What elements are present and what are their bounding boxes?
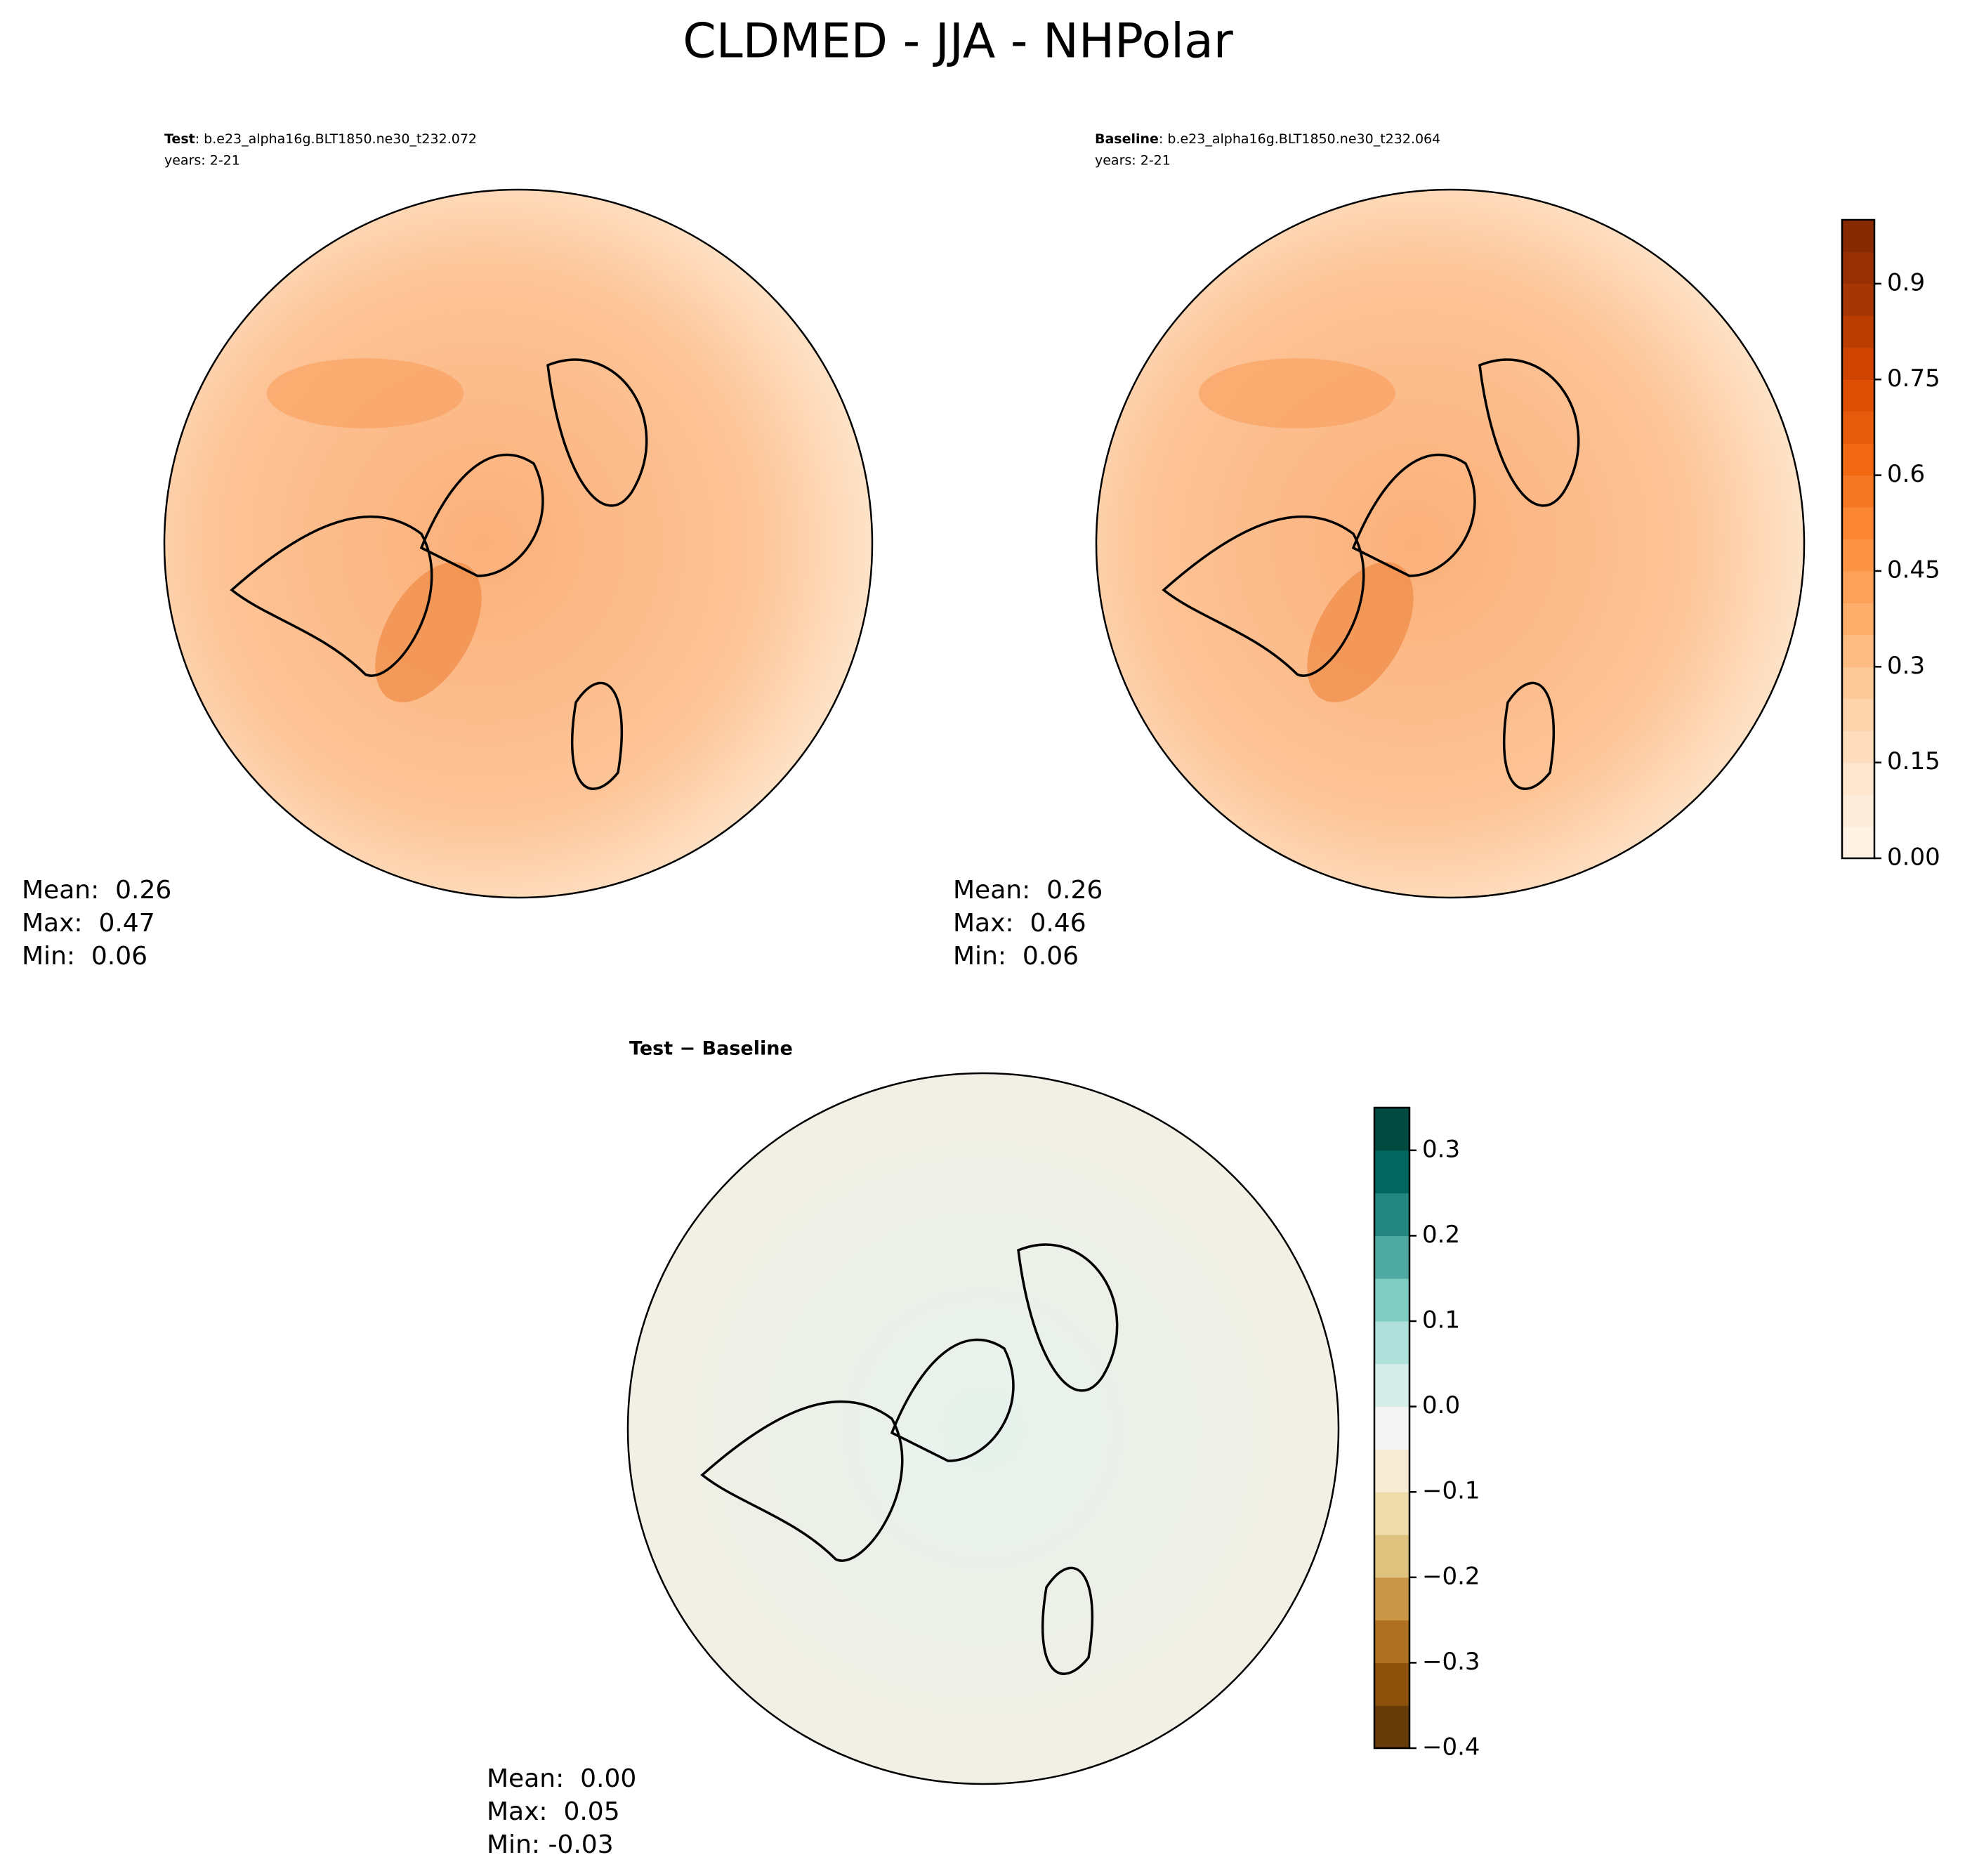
colorbar-band [1842, 443, 1874, 476]
colorbar-tick-label: 0.0 [1422, 1391, 1460, 1419]
colorbar-tick-label: 0.45 [1887, 556, 1940, 584]
stat-line: Mean: 0.26 [22, 876, 171, 905]
colorbar-band [1842, 570, 1874, 603]
colorbar-band [1842, 283, 1874, 316]
panel-years: years: 2-21 [1095, 153, 1171, 169]
stat-line: Max: 0.47 [22, 909, 155, 938]
colorbar-band [1374, 1193, 1409, 1236]
colorbar-tick-label: 0.6 [1887, 460, 1925, 488]
colorbar-tick-label: 0.00 [1887, 844, 1940, 872]
stat-line: Mean: 0.00 [487, 1764, 636, 1793]
colorbar-band [1374, 1620, 1409, 1663]
colorbar-band [1842, 411, 1874, 444]
colorbar-band [1842, 220, 1874, 252]
colorbar-band [1842, 475, 1874, 508]
panel-years: years: 2-21 [164, 153, 240, 169]
map [163, 188, 874, 899]
colorbar-tick-label: 0.9 [1887, 268, 1925, 296]
colorbar-band [1842, 315, 1874, 348]
colorbar-band [1842, 539, 1874, 572]
colorbar-tick-label: −0.4 [1422, 1733, 1480, 1762]
colorbar-band [1842, 603, 1874, 636]
stat-line: Max: 0.05 [487, 1797, 620, 1826]
stat-line: Min: -0.03 [487, 1830, 614, 1859]
colorbar-tick-label: 0.15 [1887, 747, 1940, 775]
colorbar-tick-label: 0.3 [1422, 1135, 1460, 1163]
colorbar-band [1842, 794, 1874, 827]
colorbar-band [1842, 347, 1874, 380]
colorbar-band [1842, 251, 1874, 284]
colorbar-band [1374, 1705, 1409, 1749]
panel-label: Test: b.e23_alpha16g.BLT1850.ne30_t232.0… [164, 131, 477, 147]
map [626, 1072, 1340, 1785]
colorbar-tick-label: 0.1 [1422, 1306, 1460, 1334]
colorbar-tick-label: −0.1 [1422, 1477, 1480, 1505]
panel-name: Test − Baseline [629, 1038, 793, 1060]
colorbar-band [1374, 1662, 1409, 1706]
panel-name: Test [164, 131, 195, 147]
colorbar-band [1842, 634, 1874, 667]
map [1095, 188, 1806, 899]
colorbar-tick-label: 0.2 [1422, 1221, 1460, 1249]
colorbar-band [1374, 1449, 1409, 1493]
colorbar-band [1842, 379, 1874, 412]
colorbar-frame [1841, 218, 1876, 860]
stat-line: Min: 0.06 [22, 942, 147, 971]
colorbar-band [1374, 1321, 1409, 1365]
colorbar-band [1374, 1363, 1409, 1408]
colorbar-band [1842, 507, 1874, 539]
panel-label: Baseline: b.e23_alpha16g.BLT1850.ne30_t2… [1095, 131, 1440, 147]
stat-line: Min: 0.06 [953, 942, 1079, 971]
colorbar-tick-label: −0.3 [1422, 1648, 1480, 1676]
colorbar-band [1842, 730, 1874, 763]
colorbar-band [1842, 762, 1874, 795]
stat-line: Mean: 0.26 [953, 876, 1103, 905]
panel-case: : b.e23_alpha16g.BLT1850.ne30_t232.064 [1159, 131, 1440, 147]
colorbar-band [1374, 1535, 1409, 1578]
figure-title: CLDMED - JJA - NHPolar [683, 14, 1232, 70]
colorbar-band [1374, 1278, 1409, 1322]
colorbar-band [1374, 1235, 1409, 1279]
colorbar-band [1374, 1108, 1409, 1151]
colorbar-band [1374, 1406, 1409, 1450]
stat-line: Max: 0.46 [953, 909, 1086, 938]
colorbar-band [1842, 667, 1874, 700]
colorbar-band [1842, 698, 1874, 731]
colorbar-tick-label: −0.2 [1422, 1562, 1480, 1590]
colorbar-band [1374, 1150, 1409, 1194]
colorbar-band [1842, 826, 1874, 859]
colorbar-tick-label: 0.75 [1887, 365, 1940, 393]
panel-name: Baseline [1095, 131, 1159, 147]
colorbar-frame [1373, 1106, 1411, 1750]
colorbar-tick-label: 0.3 [1887, 652, 1925, 680]
colorbar-band [1374, 1577, 1409, 1621]
panel-case: : b.e23_alpha16g.BLT1850.ne30_t232.072 [195, 131, 477, 147]
colorbar-band [1374, 1492, 1409, 1535]
